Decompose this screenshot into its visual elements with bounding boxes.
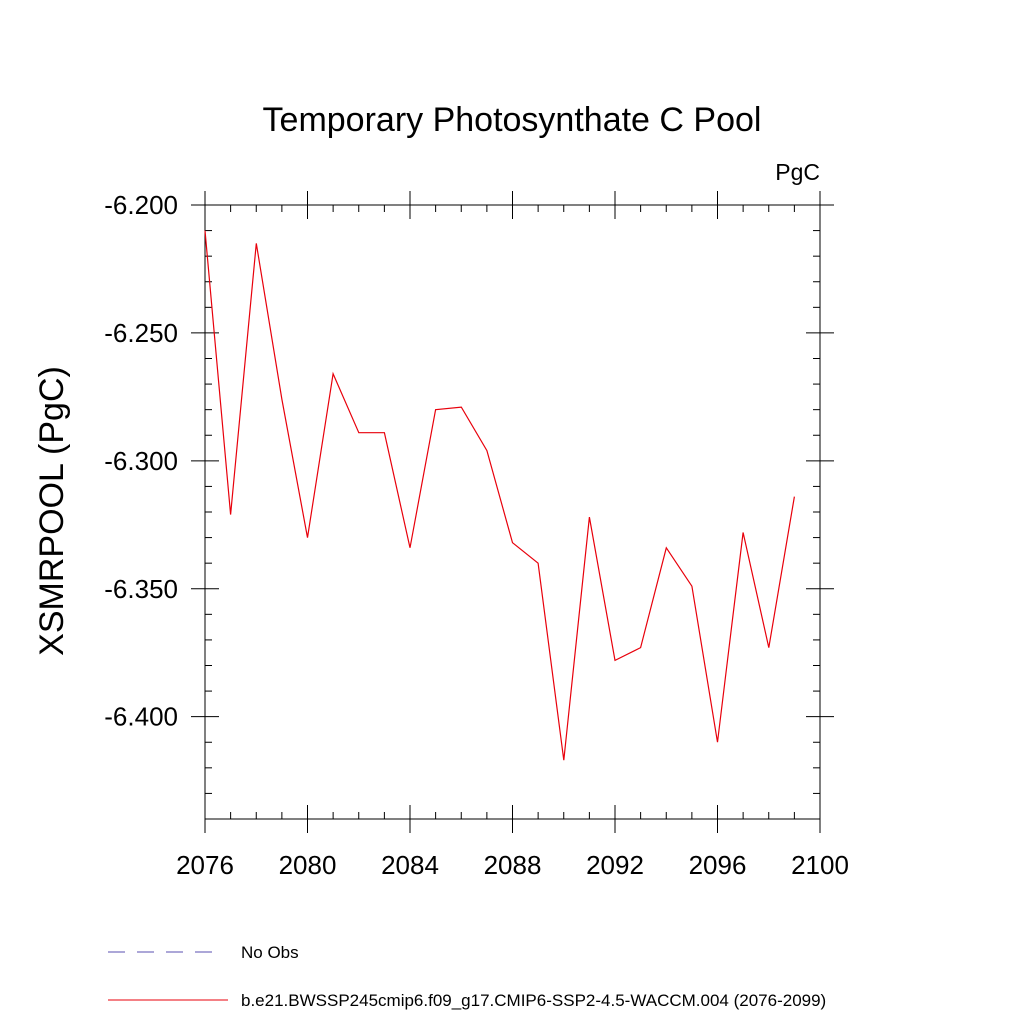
y-tick-label: -6.300 xyxy=(104,446,178,476)
legend-label-no-obs: No Obs xyxy=(241,943,299,962)
y-tick-label: -6.250 xyxy=(104,318,178,348)
units-label: PgC xyxy=(775,159,820,185)
x-tick-label: 2088 xyxy=(484,850,542,880)
x-tick-label: 2092 xyxy=(586,850,644,880)
x-tick-label: 2080 xyxy=(279,850,337,880)
y-tick-label: -6.350 xyxy=(104,574,178,604)
x-tick-label: 2076 xyxy=(176,850,234,880)
y-axis-label: XSMRPOOL (PgC) xyxy=(33,366,71,656)
legend-label-model: b.e21.BWSSP245cmip6.f09_g17.CMIP6-SSP2-4… xyxy=(241,991,826,1010)
y-tick-label: -6.400 xyxy=(104,702,178,732)
plot-frame xyxy=(204,204,821,820)
x-tick-label: 2100 xyxy=(791,850,849,880)
series-line xyxy=(204,230,795,761)
x-tick-label: 2096 xyxy=(689,850,747,880)
y-tick-label: -6.200 xyxy=(104,190,178,220)
x-tick-label: 2084 xyxy=(381,850,439,880)
chart-title: Temporary Photosynthate C Pool xyxy=(263,101,762,139)
